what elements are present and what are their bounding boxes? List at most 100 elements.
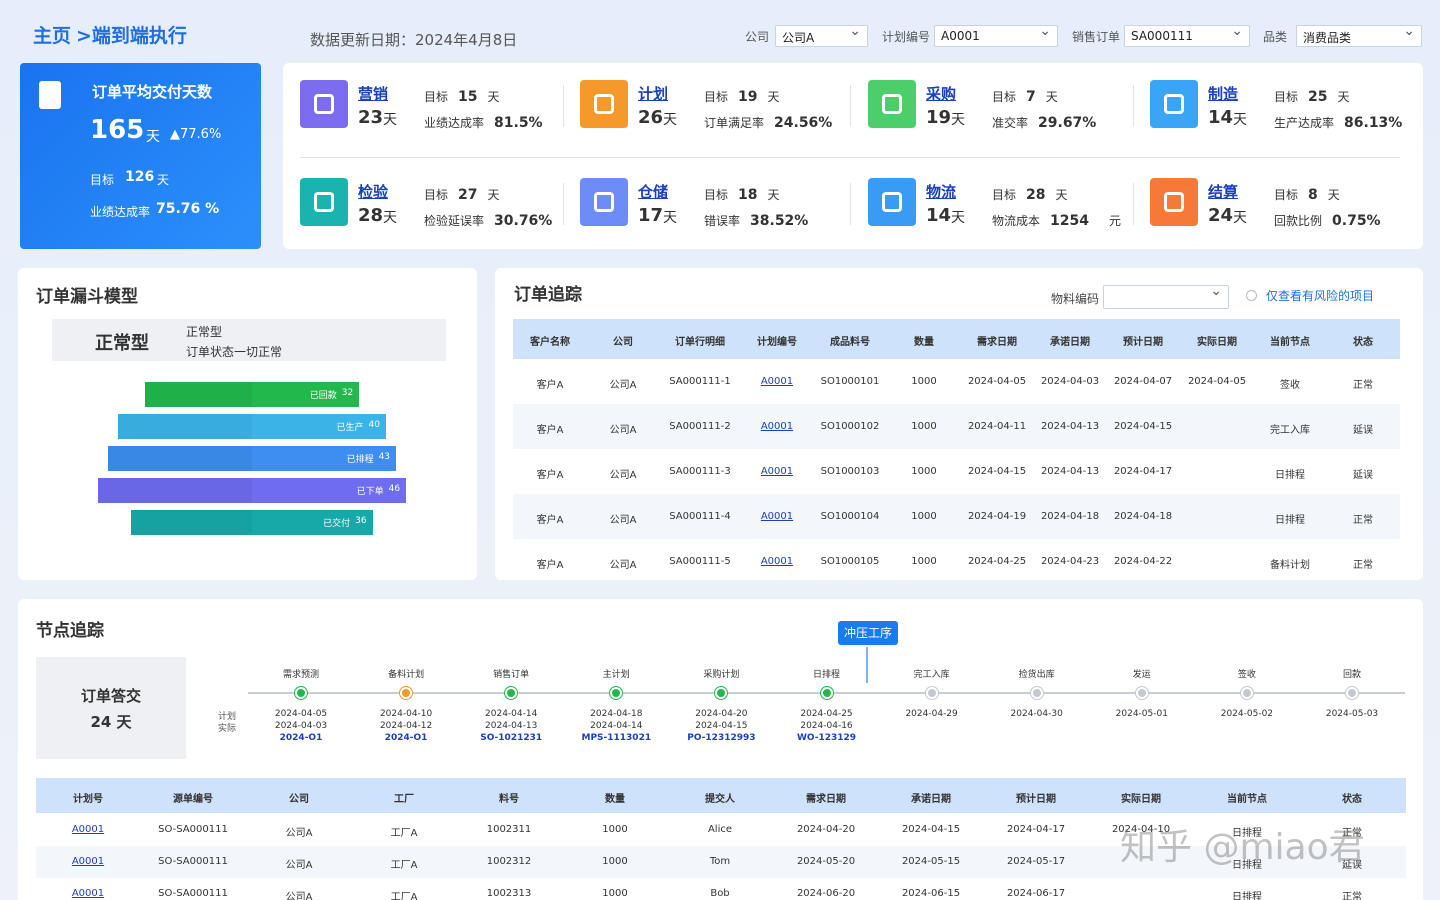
kpi-target-unit: 天: [487, 188, 500, 202]
cell: 备料计划: [1270, 560, 1310, 571]
bar-label: 已下单 46: [357, 484, 400, 497]
kpi-icon: [580, 80, 628, 128]
cell[interactable]: A0001: [760, 376, 794, 387]
cell[interactable]: A0001: [760, 556, 794, 567]
cell: 正常: [1353, 515, 1373, 526]
cell[interactable]: A0001: [760, 421, 794, 432]
kpi-metric-value: 30.76%: [494, 213, 553, 229]
kpi-name[interactable]: 制造: [1208, 85, 1239, 103]
kpi-target: 7: [1026, 89, 1036, 105]
kpi-name[interactable]: 结算: [1208, 183, 1239, 201]
node-dot: [925, 687, 938, 699]
cell[interactable]: A0001: [71, 824, 105, 835]
node-name: 完工入库: [913, 670, 950, 680]
kpi-metric-value: 1254: [1050, 213, 1089, 229]
kpi-metric-value: 86.13%: [1344, 115, 1403, 131]
kpi-target-unit: 天: [767, 188, 780, 202]
kpi-target-row: 目标 8 天: [1274, 186, 1340, 203]
cell: 2024-04-15: [1113, 421, 1173, 432]
cell: 2024-04-17: [1113, 466, 1173, 477]
kpi-target-unit: 天: [767, 90, 780, 104]
kpi-icon-glyph: [1164, 94, 1184, 114]
bar-shade: [144, 382, 252, 407]
kpi-icon-glyph: [882, 94, 902, 114]
kpi-metric-row: 准交率 29.67%: [992, 114, 1096, 131]
node-dot: [715, 687, 728, 699]
kpi-days: 14: [1208, 107, 1234, 128]
column-header: 承诺日期: [1050, 337, 1090, 348]
kpi-name[interactable]: 物流: [926, 183, 957, 201]
node-code: PO-12312993: [687, 733, 756, 743]
cell: 完工入库: [1270, 425, 1310, 436]
bar-label: 已排程 43: [347, 452, 390, 465]
clipboard-icon: [39, 81, 61, 109]
kpi-target-unit: 天: [487, 90, 500, 104]
kpi-days: 17: [638, 205, 664, 226]
divider: [300, 157, 1400, 158]
target-label: 目标: [90, 173, 115, 187]
filter-select[interactable]: 消费品类: [1296, 23, 1422, 47]
cell: 公司A: [285, 860, 313, 871]
node-plan: 2024-05-01: [1115, 709, 1168, 719]
cell[interactable]: A0001: [760, 511, 794, 522]
status-type: 正常型: [95, 333, 149, 354]
filter-label: 公司: [745, 30, 770, 44]
node-dot: [1240, 687, 1253, 699]
status-desc: 订单状态一切正常: [186, 345, 283, 359]
cell: 2024-04-19: [967, 511, 1027, 522]
kpi-target: 25: [1308, 89, 1328, 105]
summary-unit: 天: [146, 129, 160, 145]
status-name: 正常型: [186, 325, 223, 339]
kpi-name[interactable]: 仓储: [638, 183, 669, 201]
funnel-bar: 已回款 32: [144, 382, 360, 407]
kpi-target-row: 目标 7 天: [992, 88, 1058, 105]
summary-value: 24 天: [90, 713, 132, 731]
legend-plan: 计划: [218, 712, 237, 722]
node-dot: [505, 687, 518, 699]
cell: 日排程: [1275, 515, 1305, 526]
kpi-name[interactable]: 计划: [638, 85, 669, 103]
kpi-name[interactable]: 检验: [358, 183, 389, 201]
node-plan: 2024-05-02: [1220, 709, 1274, 719]
kpi-target-row: 目标 25 天: [1274, 88, 1350, 105]
filter-select[interactable]: 公司A: [775, 23, 868, 47]
home-link[interactable]: 主页: [33, 25, 72, 47]
node-actual: 2024-04-13: [485, 721, 538, 731]
kpi-target-unit: 天: [1045, 90, 1058, 104]
node-name: 回款: [1342, 670, 1361, 680]
cell: SA000111-4: [669, 511, 731, 522]
column-header: 源单编号: [173, 794, 213, 805]
cell[interactable]: A0001: [71, 888, 105, 899]
cell: 2024-04-07: [1113, 376, 1173, 387]
cell: 2024-04-15: [967, 466, 1027, 477]
cell: SO1000105: [820, 556, 880, 567]
kpi-icon-glyph: [314, 94, 334, 114]
cell: 公司A: [609, 380, 637, 391]
kpi-metric-value: 0.75%: [1332, 213, 1381, 229]
stage-label: 已交付: [323, 519, 351, 529]
summary-value: 165: [90, 115, 145, 145]
kpi-name[interactable]: 采购: [926, 85, 957, 103]
cell[interactable]: A0001: [71, 856, 105, 867]
cell: 2024-04-11: [967, 421, 1027, 432]
kpi-name[interactable]: 营销: [358, 85, 389, 103]
divider: [1133, 183, 1134, 225]
filter-select[interactable]: SA000111: [1124, 23, 1250, 47]
risk-label[interactable]: 仅查看有风险的项目: [1266, 289, 1375, 303]
kpi-metric-label: 错误率: [704, 214, 741, 228]
node-code: 2024-O1: [279, 733, 323, 743]
column-header: 料号: [499, 794, 519, 805]
cell: 公司A: [285, 828, 313, 839]
kpi-unit: 天: [383, 112, 397, 128]
cell[interactable]: A0001: [760, 466, 794, 477]
filter-select[interactable]: A0001: [934, 23, 1058, 47]
kpi-target-row: 目标 18 天: [704, 186, 780, 203]
risk-radio[interactable]: [1246, 290, 1257, 301]
kpi-unit: 天: [383, 210, 397, 226]
kpi-days: 24: [1208, 205, 1234, 226]
kpi-metric-label: 生产达成率: [1274, 116, 1335, 130]
kpi-metric-row: 业绩达成率 81.5%: [424, 114, 543, 131]
cell: 工厂A: [390, 892, 418, 900]
column-header: 状态: [1342, 794, 1362, 805]
material-select[interactable]: [1103, 283, 1229, 309]
